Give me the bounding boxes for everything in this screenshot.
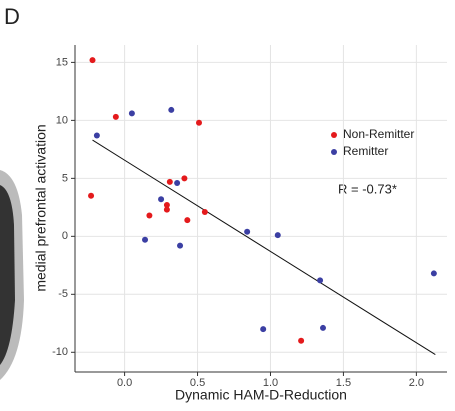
point — [174, 179, 181, 186]
point — [274, 232, 281, 239]
point — [168, 106, 175, 113]
point — [260, 326, 267, 333]
y-tick-label: 10 — [56, 114, 68, 126]
point — [177, 242, 184, 249]
fit-line — [92, 139, 436, 356]
y-tick-label: 5 — [62, 172, 68, 184]
brain-image-inner — [0, 185, 15, 365]
point — [88, 192, 95, 199]
point — [430, 270, 437, 277]
annotation: R = -0.73* — [338, 181, 397, 196]
point — [196, 119, 202, 126]
point — [146, 212, 153, 219]
y-axis-title: medial prefrontal activation — [33, 124, 49, 291]
legend-marker — [331, 132, 337, 138]
x-tick-label: 0.0 — [117, 377, 132, 389]
point — [89, 57, 96, 64]
x-tick-label: 1.5 — [336, 377, 351, 389]
point — [158, 196, 165, 203]
legend-label: Non-Remitter — [343, 127, 414, 141]
point — [166, 178, 173, 185]
y-tick-label: -10 — [52, 346, 68, 358]
x-tick-label: 0.5 — [190, 377, 205, 389]
point — [93, 132, 100, 139]
x-tick-label: 2.0 — [409, 377, 424, 389]
point — [201, 208, 208, 215]
y-tick-label: -5 — [58, 288, 68, 300]
point — [163, 202, 170, 209]
point — [244, 228, 251, 235]
point — [163, 206, 170, 213]
point — [184, 217, 191, 224]
point — [317, 277, 324, 284]
x-axis-title: Dynamic HAM-D-Reduction — [175, 387, 347, 403]
point — [298, 337, 305, 344]
y-tick-label: 15 — [56, 56, 68, 68]
panel-label: D — [4, 4, 20, 29]
y-tick-label: 0 — [62, 230, 68, 242]
point — [128, 110, 135, 117]
point — [320, 324, 326, 331]
point — [181, 175, 188, 182]
point — [142, 236, 149, 243]
legend-marker — [331, 149, 337, 155]
legend-label: Remitter — [343, 144, 388, 158]
x-tick-label: 1.0 — [263, 377, 278, 389]
point — [112, 113, 119, 120]
